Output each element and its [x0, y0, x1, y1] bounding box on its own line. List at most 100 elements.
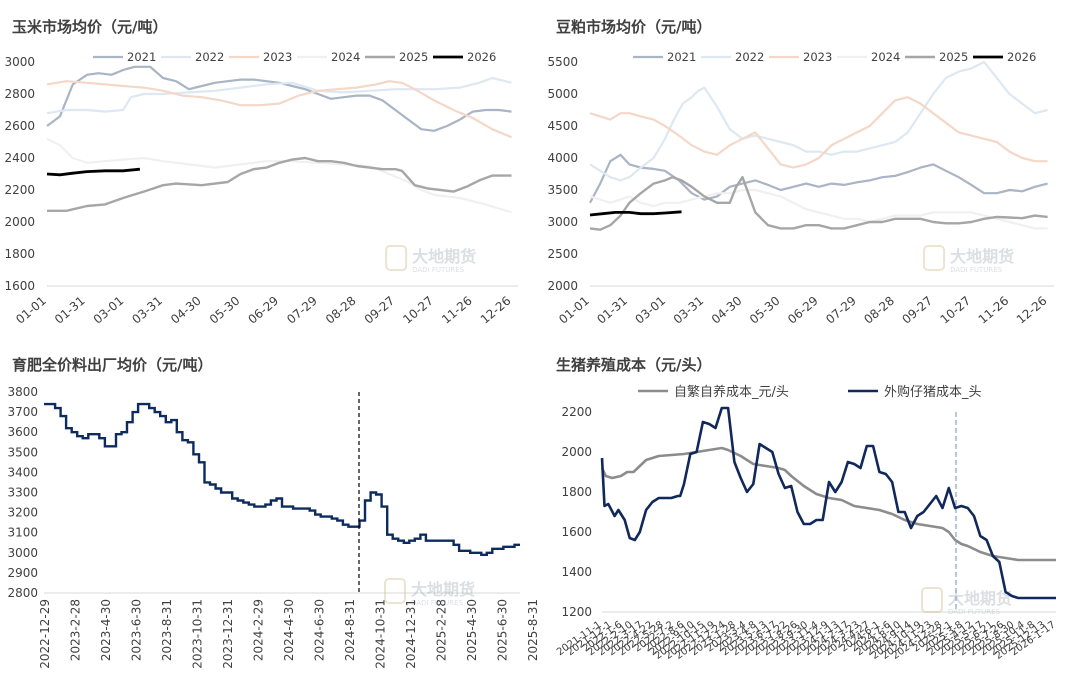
x-tick-label: 2025-4-30 — [465, 599, 479, 661]
series-line-2023 — [589, 96, 1048, 169]
svg-text:大地期货: 大地期货 — [412, 247, 476, 266]
y-tick-label: 3200 — [7, 506, 38, 520]
legend-label: 2024 — [331, 50, 360, 64]
y-tick-label: 5000 — [547, 87, 578, 101]
legend-label: 2026 — [1007, 50, 1036, 64]
x-tick-label: 12-26 — [478, 294, 514, 327]
y-tick-label: 3500 — [547, 183, 578, 197]
y-tick-label: 3000 — [547, 215, 578, 229]
legend-label: 2022 — [735, 50, 764, 64]
y-tick-label: 2900 — [7, 566, 38, 580]
series-line — [600, 446, 1056, 562]
y-tick-label: 3600 — [7, 425, 38, 439]
y-tick-label: 3000 — [7, 546, 38, 560]
y-tick-label: 2000 — [547, 279, 578, 293]
x-tick-label: 01-31 — [52, 294, 88, 327]
x-tick-label: 03-01 — [91, 294, 127, 327]
x-tick-label: 10-27 — [400, 294, 436, 327]
x-tick-label: 2023-6-30 — [130, 599, 144, 661]
x-tick-label: 2024-10-31 — [374, 599, 388, 669]
svg-text:DADI FUTURES: DADI FUTURES — [948, 608, 1001, 616]
y-tick-label: 5500 — [547, 55, 578, 69]
y-tick-label: 1800 — [561, 485, 592, 499]
x-tick-label: 01-01 — [13, 294, 49, 327]
x-tick-label: 2024-6-30 — [313, 599, 327, 661]
y-tick-label: 2600 — [4, 119, 35, 133]
x-tick-label: 09-27 — [362, 294, 398, 327]
legend-label: 2023 — [263, 50, 292, 64]
series-line-2024 — [589, 188, 1048, 230]
y-tick-label: 4500 — [547, 119, 578, 133]
y-tick-label: 3700 — [7, 405, 38, 419]
y-tick-label: 2400 — [4, 151, 35, 165]
corn-price-chart-panel: 玉米市场均价（元/吨） 1600 1800 2000 2200 2400 2600 2800… — [0, 0, 540, 338]
legend-label: 2025 — [399, 50, 428, 64]
legend-label: 2022 — [195, 50, 224, 64]
x-tick-label: 2025-2-28 — [435, 599, 449, 661]
y-tick-label: 1400 — [561, 565, 592, 579]
x-tick-label: 2023-12-31 — [221, 599, 235, 669]
legend-label: 2021 — [127, 50, 156, 64]
y-tick-label: 1600 — [4, 279, 35, 293]
series-line — [600, 406, 1056, 600]
x-tick-label: 2024-12-31 — [404, 599, 418, 669]
series-line-2024 — [46, 137, 512, 214]
series-line-2026 — [46, 167, 141, 177]
svg-text:DADI FUTURES: DADI FUTURES — [950, 266, 1003, 274]
hog-cost-chart: 1200140016001800200022002021-11-12021-12… — [555, 384, 1058, 662]
x-tick-label: 01-31 — [594, 294, 630, 327]
y-tick-label: 2000 — [4, 215, 35, 229]
legend-label: 自繁自养成本_元/头 — [674, 384, 789, 400]
y-tick-label: 4000 — [547, 151, 578, 165]
x-tick-label: 2023-8-31 — [160, 599, 174, 661]
series-line-2025 — [589, 176, 1048, 231]
chart-title: 育肥全价料出厂均价（元/吨） — [12, 356, 213, 374]
x-tick-label: 06-29 — [785, 294, 821, 327]
legend-label: 2024 — [871, 50, 900, 64]
legend-label: 2026 — [467, 50, 496, 64]
y-tick-label: 2000 — [561, 445, 592, 459]
legend-label: 2021 — [667, 50, 696, 64]
legend-label: 2025 — [939, 50, 968, 64]
x-tick-label: 2024-2-29 — [252, 599, 266, 661]
legend-label: 2023 — [803, 50, 832, 64]
series-line-2025 — [47, 156, 512, 212]
y-tick-label: 2500 — [547, 247, 578, 261]
svg-text:大地期货: 大地期货 — [950, 247, 1014, 266]
chart-title: 生猪养殖成本（元/头） — [556, 356, 712, 374]
series-line-2022 — [589, 60, 1048, 182]
x-tick-label: 2024-4-30 — [282, 599, 296, 661]
x-tick-label: 10-27 — [938, 294, 974, 327]
x-tick-label: 05-30 — [207, 294, 243, 327]
hog-cost-chart-panel: 生猪养殖成本（元/头） 1200 1400 1600 1800 2000 2200 2021… — [540, 338, 1080, 677]
x-tick-label: 08-28 — [861, 294, 897, 327]
x-tick-label: 2023-10-31 — [191, 599, 205, 669]
series-line-2026 — [589, 210, 682, 217]
x-tick-label: 11-26 — [976, 294, 1012, 327]
x-tick-label: 08-28 — [323, 294, 359, 327]
svg-text:DADI FUTURES: DADI FUTURES — [411, 599, 464, 607]
x-tick-label: 2023-2-28 — [69, 599, 83, 661]
x-tick-label: 03-01 — [632, 294, 668, 327]
svg-text:大地期货: 大地期货 — [948, 589, 1012, 608]
y-tick-label: 1600 — [561, 525, 592, 539]
y-tick-label: 3500 — [7, 445, 38, 459]
x-tick-label: 07-29 — [284, 294, 320, 327]
chart-title: 豆粕市场均价（元/吨） — [556, 18, 712, 36]
x-tick-label: 12-26 — [1014, 294, 1050, 327]
x-tick-label: 04-30 — [168, 294, 204, 327]
x-tick-label: 09-27 — [899, 294, 935, 327]
y-tick-label: 3100 — [7, 526, 38, 540]
chart-title: 玉米市场均价（元/吨） — [12, 18, 168, 36]
soymeal-price-chart-panel: 豆粕市场均价（元/吨） 2000 2500 3000 3500 4000 4500 5000… — [540, 0, 1080, 338]
y-tick-label: 2800 — [7, 586, 38, 600]
y-tick-label: 1200 — [561, 605, 592, 619]
series-line-2021 — [46, 65, 512, 132]
x-tick-label: 2025-8-31 — [526, 599, 540, 661]
x-tick-label: 04-30 — [709, 294, 745, 327]
x-tick-label: 06-29 — [245, 294, 281, 327]
feed-price-chart: 2800 2900 3000 3100 3200 3300 3400 3500 3600 3700… — [7, 385, 540, 669]
